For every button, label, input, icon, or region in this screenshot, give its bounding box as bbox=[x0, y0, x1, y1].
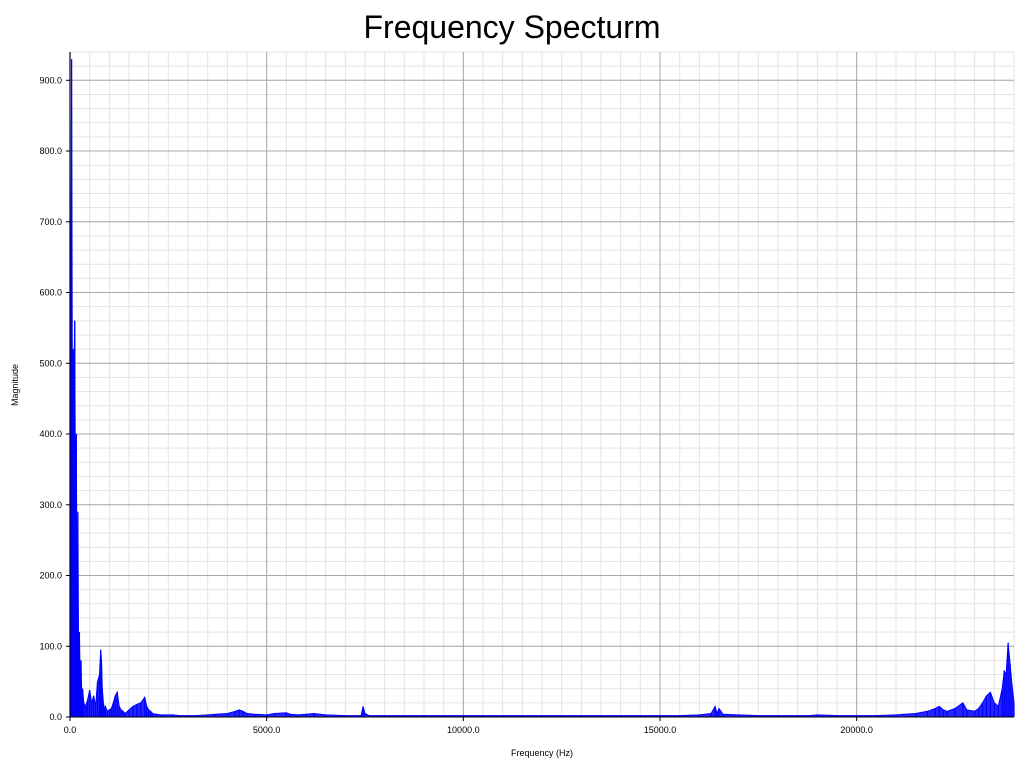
chart-title: Frequency Specturm bbox=[363, 9, 661, 45]
y-tick: 0.0 bbox=[49, 712, 70, 722]
y-tick: 800.0 bbox=[39, 146, 70, 156]
x-tick: 15000.0 bbox=[644, 717, 677, 735]
y-tick: 700.0 bbox=[39, 217, 70, 227]
y-tick: 500.0 bbox=[39, 358, 70, 368]
y-tick: 100.0 bbox=[39, 641, 70, 651]
x-axis-ticks: 0.0 5000.0 10000.0 15000.0 20000.0 bbox=[64, 717, 873, 735]
y-tick-label: 200.0 bbox=[39, 571, 62, 581]
y-tick-label: 800.0 bbox=[39, 146, 62, 156]
y-tick-label: 700.0 bbox=[39, 217, 62, 227]
y-tick: 400.0 bbox=[39, 429, 70, 439]
y-tick-label: 0.0 bbox=[49, 712, 62, 722]
x-axis-label: Frequency (Hz) bbox=[510, 748, 573, 758]
y-tick-label: 600.0 bbox=[39, 288, 62, 298]
x-tick: 5000.0 bbox=[253, 717, 281, 735]
series-line bbox=[69, 51, 1015, 717]
y-tick-label: 100.0 bbox=[39, 641, 62, 651]
x-tick-label: 15000.0 bbox=[644, 725, 677, 735]
y-tick: 200.0 bbox=[39, 571, 70, 581]
y-tick: 900.0 bbox=[39, 75, 70, 85]
x-tick-label: 20000.0 bbox=[840, 725, 873, 735]
x-tick-label: 10000.0 bbox=[447, 725, 480, 735]
x-tick: 10000.0 bbox=[447, 717, 480, 735]
x-tick: 0.0 bbox=[64, 717, 77, 735]
y-tick-label: 400.0 bbox=[39, 429, 62, 439]
y-tick-label: 900.0 bbox=[39, 75, 62, 85]
y-axis-ticks: 0.0 100.0 200.0 300.0 400.0 500.0 600.0 700.0 80… bbox=[39, 75, 70, 722]
x-tick-label: 0.0 bbox=[64, 725, 77, 735]
x-tick: 20000.0 bbox=[840, 717, 873, 735]
spectrum-series bbox=[69, 51, 1015, 717]
y-tick: 300.0 bbox=[39, 500, 70, 510]
minor-grid bbox=[69, 51, 1015, 718]
y-tick-label: 500.0 bbox=[39, 358, 62, 368]
x-tick-label: 5000.0 bbox=[253, 725, 281, 735]
y-tick-label: 300.0 bbox=[39, 500, 62, 510]
y-tick: 600.0 bbox=[39, 288, 70, 298]
